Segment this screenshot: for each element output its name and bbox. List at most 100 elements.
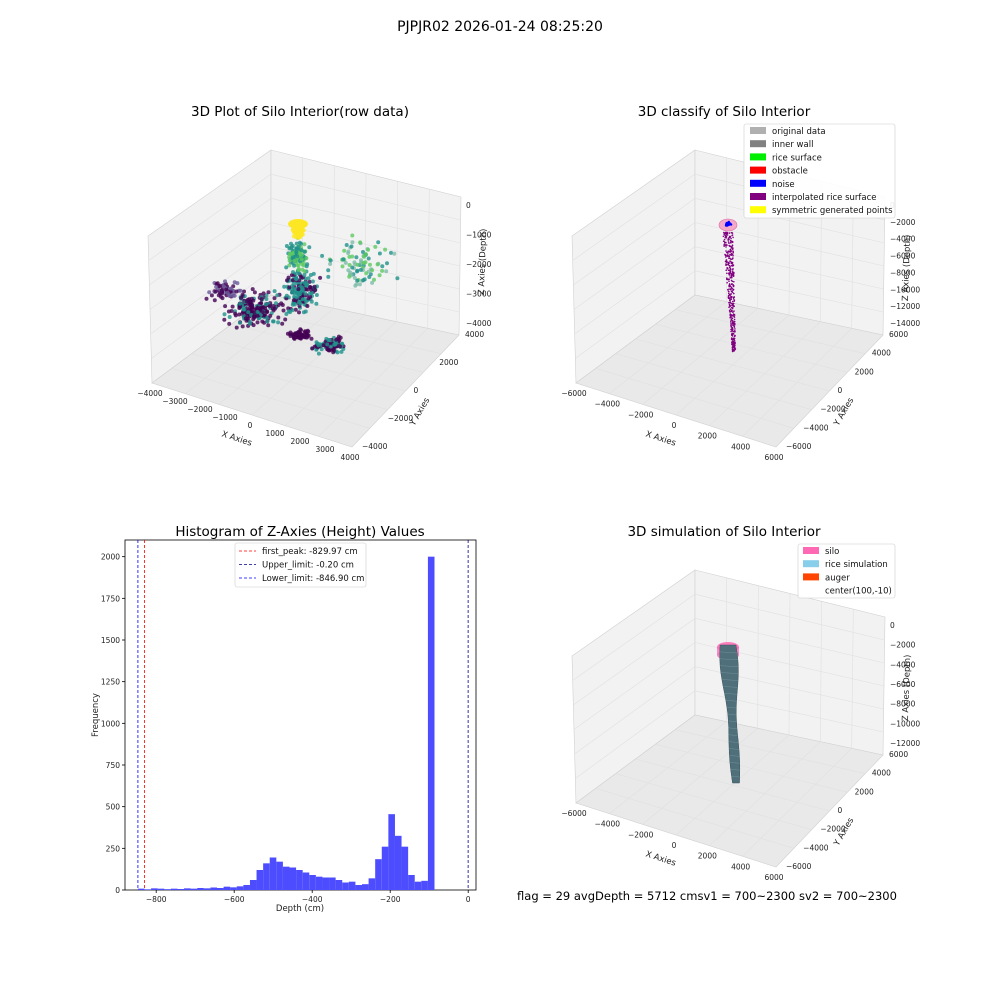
scatter-point xyxy=(305,304,310,308)
scatter-point xyxy=(234,325,239,330)
panel3-xlabel: Depth (cm) xyxy=(276,904,324,914)
scatter-point xyxy=(260,310,265,315)
scatter-point xyxy=(287,285,292,290)
interpolated-point xyxy=(728,232,731,234)
interpolated-point xyxy=(728,266,731,269)
scatter-point xyxy=(227,321,232,326)
scatter-point xyxy=(219,294,223,299)
scatter-point xyxy=(354,282,359,287)
histogram-bar xyxy=(388,814,395,890)
scatter-point xyxy=(305,262,310,267)
histogram-bar xyxy=(137,888,145,890)
scatter-point xyxy=(293,307,298,312)
noise-point xyxy=(729,223,733,226)
scatter-point xyxy=(343,260,348,265)
legend-label: obstacle xyxy=(772,167,808,177)
scatter-point xyxy=(376,240,381,245)
scatter-point xyxy=(299,248,304,253)
legend-swatch xyxy=(803,573,819,581)
x-tick-label: −400 xyxy=(302,895,323,904)
scatter-point xyxy=(328,262,333,266)
x-tick-label: −800 xyxy=(146,895,167,904)
interpolated-point xyxy=(730,254,732,256)
x-tick-label: 1000 xyxy=(265,429,284,438)
interpolated-point xyxy=(725,233,728,235)
histogram-bar xyxy=(348,881,356,890)
histogram-bar xyxy=(427,556,435,890)
x-tick-label: 0 xyxy=(466,895,471,904)
scatter-point xyxy=(209,293,214,298)
scatter-point xyxy=(259,301,264,305)
scatter-point xyxy=(373,244,378,249)
x-tick-label: 4000 xyxy=(731,442,750,451)
scatter-point xyxy=(314,301,319,306)
interpolated-point xyxy=(727,263,730,266)
interpolated-point xyxy=(731,257,734,260)
legend-label: interpolated rice surface xyxy=(772,193,877,203)
histogram-bar xyxy=(243,885,250,890)
interpolated-point xyxy=(725,260,727,263)
interpolated-point xyxy=(733,296,735,298)
panel3-legend: first_peak: -829.97 cm Upper_limit: -0.20… xyxy=(234,542,367,588)
interpolated-point xyxy=(730,293,733,295)
surface-mesh-line xyxy=(719,658,738,661)
y-tick-label: 2000 xyxy=(101,553,120,562)
interpolated-point xyxy=(730,302,733,305)
scatter-point xyxy=(214,285,219,289)
panel4-legend: silo rice simulation auger center(100,-10) xyxy=(797,543,896,599)
interpolated-point xyxy=(733,341,736,344)
histogram-bar xyxy=(144,889,152,890)
scatter-point xyxy=(339,349,344,354)
z-tick-label: −10000 xyxy=(890,285,920,294)
surface-mesh-line xyxy=(720,665,739,667)
interpolated-point xyxy=(731,315,734,317)
legend-frame xyxy=(797,543,896,599)
legend-swatch xyxy=(750,140,766,148)
histogram-bar xyxy=(421,880,428,890)
interpolated-point xyxy=(727,288,729,291)
scatter-point xyxy=(240,292,245,297)
interpolated-point xyxy=(731,300,734,303)
histogram-bar xyxy=(230,887,237,890)
interpolated-point xyxy=(731,288,734,290)
interpolated-point xyxy=(731,234,733,237)
histogram-bar xyxy=(190,888,198,890)
interpolated-point xyxy=(732,273,735,275)
interpolated-point xyxy=(725,259,728,261)
panel3-ylabel: Frequency xyxy=(91,693,101,737)
scatter-point xyxy=(377,251,382,256)
scatter-point xyxy=(250,287,255,292)
scatter-point xyxy=(321,343,326,348)
scatter-point xyxy=(292,263,297,268)
scatter-point xyxy=(347,274,352,279)
noise-point xyxy=(725,224,728,227)
scatter-point xyxy=(361,278,366,283)
interpolated-point xyxy=(723,245,725,247)
surface-mesh-line xyxy=(723,686,738,688)
scatter-point xyxy=(238,288,243,293)
scatter-top-cluster xyxy=(288,219,308,229)
scatter-point xyxy=(299,241,304,246)
interpolated-point xyxy=(731,270,734,273)
histogram-bar xyxy=(256,870,264,890)
panel-histogram: Histogram of Z-Axies (Height) Values −80… xyxy=(91,524,477,914)
scatter-point xyxy=(350,240,355,245)
interpolated-point xyxy=(730,240,733,243)
scatter-point xyxy=(284,312,289,316)
interpolated-point xyxy=(731,283,733,285)
scatter-point xyxy=(303,291,308,296)
interpolated-point xyxy=(728,291,730,293)
legend-swatch xyxy=(750,179,766,187)
interpolated-point xyxy=(733,345,736,348)
histogram-bar xyxy=(289,867,297,890)
interpolated-point xyxy=(732,345,734,348)
z-tick-label: −3000 xyxy=(466,290,492,299)
y-tick-label: 4000 xyxy=(465,330,484,339)
panel1-ylabel: Y Axies xyxy=(408,396,433,429)
scatter-point xyxy=(276,315,281,320)
scatter-point xyxy=(292,335,297,340)
scatter-point xyxy=(219,288,224,293)
y-tick-label: −2000 xyxy=(388,414,414,423)
grid-line xyxy=(573,618,696,706)
scatter-point xyxy=(308,285,313,290)
